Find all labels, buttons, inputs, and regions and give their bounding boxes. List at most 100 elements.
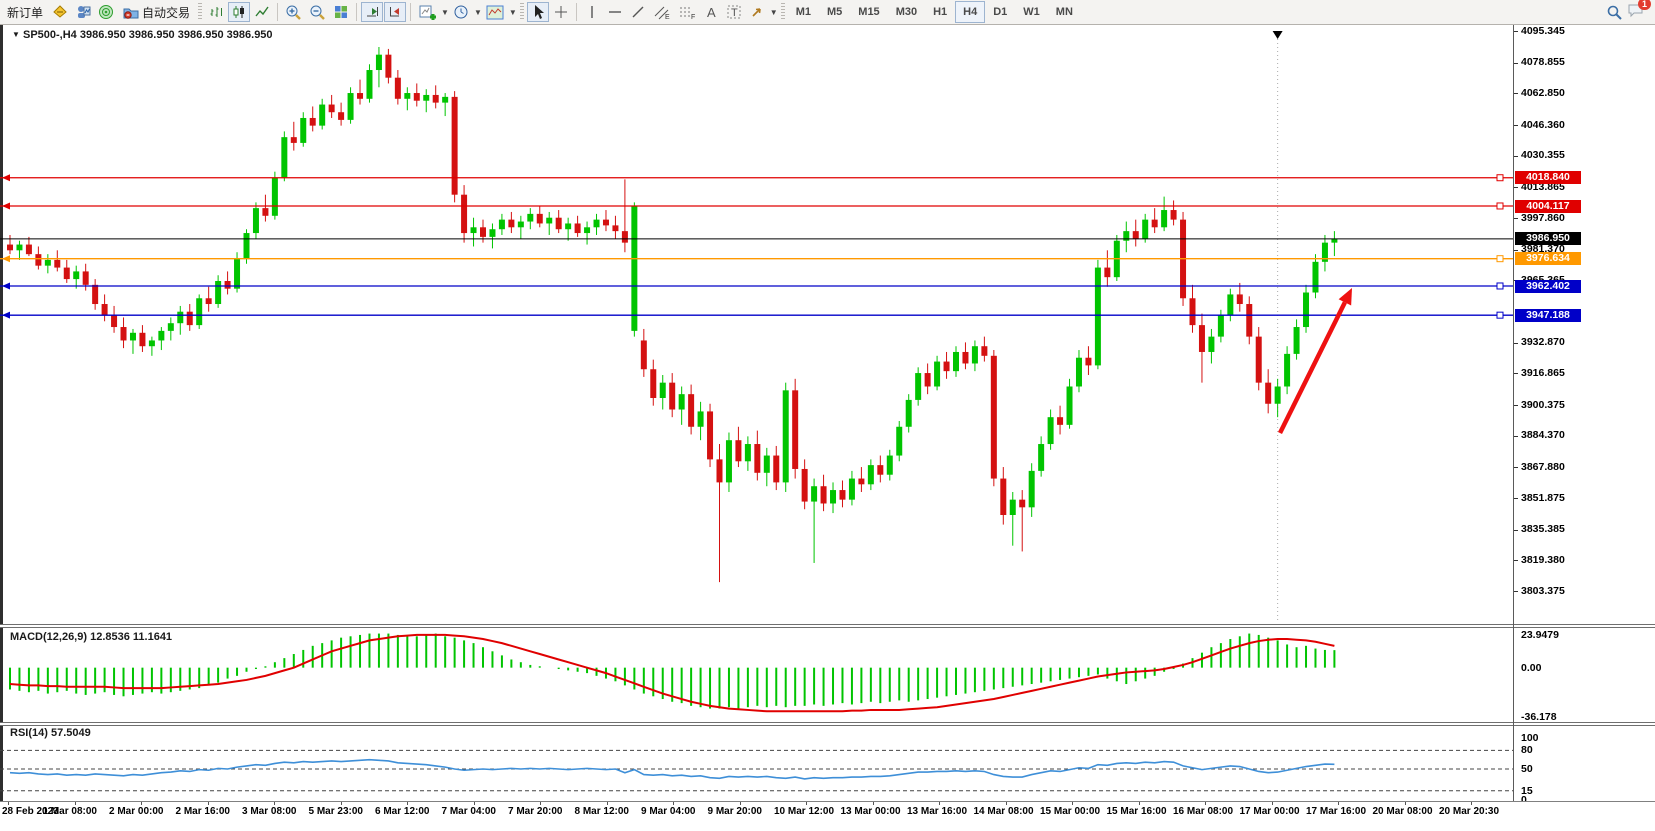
- macd-signal-line: [9, 633, 1335, 713]
- fibonacci-button[interactable]: F: [675, 2, 699, 22]
- notifications-button[interactable]: 1: [1627, 0, 1651, 23]
- price-tick-label: 3997.860: [1521, 211, 1565, 224]
- price-tick: [1514, 405, 1518, 406]
- date-label: 10 Mar 12:00: [774, 806, 835, 817]
- trend-arrow-annotation[interactable]: [1277, 288, 1352, 435]
- date-label: 20 Mar 20:30: [1439, 806, 1500, 817]
- date-tick: [806, 802, 807, 805]
- arrows-button[interactable]: [746, 2, 768, 22]
- date-tick: [141, 802, 142, 805]
- auto-scroll-button[interactable]: [361, 2, 384, 22]
- date-tick: [1471, 802, 1472, 805]
- date-label: 17 Mar 16:00: [1306, 806, 1367, 817]
- toolbar-separator: [575, 3, 577, 21]
- date-label: 16 Mar 08:00: [1173, 806, 1234, 817]
- price-axis-border: [1513, 25, 1514, 801]
- trendline-button[interactable]: [627, 2, 649, 22]
- svg-text:F: F: [691, 14, 695, 20]
- price-badge: 3962.402: [1515, 279, 1581, 293]
- date-label: 13 Mar 16:00: [907, 806, 968, 817]
- chart-shift-button[interactable]: [384, 2, 407, 22]
- date-label: 7 Mar 20:00: [508, 806, 563, 817]
- price-tick-label: 3932.870: [1521, 336, 1565, 349]
- candlestick-chart-button[interactable]: [228, 2, 251, 22]
- price-badge: 4004.117: [1515, 199, 1581, 213]
- zoom-out-button[interactable]: [306, 2, 329, 22]
- price-tick: [1514, 187, 1518, 189]
- arrows-caret[interactable]: ▼: [769, 7, 778, 17]
- rsi-axis-label: 15: [1521, 784, 1533, 797]
- window-left-frame: [0, 25, 3, 801]
- bar-chart-button[interactable]: [205, 2, 227, 22]
- date-label: 13 Mar 00:00: [840, 806, 901, 817]
- price-tick-label: 3981.370: [1521, 243, 1565, 256]
- rsi-line: [9, 758, 1335, 780]
- svg-text:T: T: [731, 7, 738, 19]
- timeframe-m1[interactable]: M1: [795, 6, 811, 18]
- chart-window[interactable]: ▼ SP500-,H4 3986.950 3986.950 3986.950 3…: [0, 25, 1655, 831]
- toolbar-grip: [519, 3, 524, 21]
- vertical-line-button[interactable]: [581, 2, 603, 22]
- price-axis[interactable]: 4095.345 4078.855 4062.850 4046.360 4030.355…: [1514, 25, 1655, 806]
- timeframe-mn[interactable]: MN: [1055, 6, 1073, 18]
- period-caret[interactable]: ▼: [473, 7, 482, 17]
- panel-divider[interactable]: [0, 624, 1655, 628]
- date-label: 17 Mar 00:00: [1239, 806, 1300, 817]
- timeframe-m15[interactable]: M15: [858, 6, 880, 18]
- date-tick: [1205, 802, 1206, 805]
- tile-windows-button[interactable]: [330, 2, 352, 22]
- macd-panel[interactable]: [0, 628, 1513, 721]
- new-order-button[interactable]: 新订单: [2, 2, 48, 22]
- price-tick: [1514, 529, 1518, 531]
- price-badge: 3986.950: [1515, 232, 1581, 246]
- date-tick: [207, 802, 209, 805]
- timeframe-m5[interactable]: M5: [827, 6, 843, 18]
- date-label: 3 Mar 08:00: [242, 806, 297, 817]
- price-tick-label: 4062.850: [1521, 86, 1565, 99]
- timeframe-d1[interactable]: D1: [993, 6, 1008, 18]
- crosshair-button[interactable]: [550, 2, 572, 22]
- chart-title: ▼ SP500-,H4 3986.950 3986.950 3986.950 3…: [12, 29, 273, 41]
- timeframe-m30[interactable]: M30: [895, 6, 918, 18]
- timeframe-h4[interactable]: H4: [955, 1, 986, 23]
- date-tick: [274, 802, 275, 805]
- market-depth-icon[interactable]: [49, 2, 71, 22]
- market-watch-icon[interactable]: [72, 2, 94, 22]
- templates-caret[interactable]: ▼: [508, 7, 517, 17]
- date-tick: [606, 802, 608, 805]
- autotrade-button[interactable]: 自动交易: [118, 2, 195, 22]
- date-tick: [1271, 802, 1273, 805]
- one-click-trading-toggle[interactable]: ▼: [12, 30, 20, 39]
- timeframe-w1[interactable]: W1: [1023, 6, 1040, 18]
- price-tick: [1514, 249, 1518, 251]
- text-label-button[interactable]: T: [723, 2, 745, 22]
- text-button[interactable]: A: [700, 2, 722, 22]
- search-icon[interactable]: [1603, 2, 1626, 22]
- new-chart-caret[interactable]: ▼: [441, 7, 449, 17]
- rsi-axis-label: 80: [1521, 744, 1533, 757]
- price-tick: [1514, 125, 1518, 126]
- date-axis[interactable]: 28 Feb 2023 1 Mar 08:00 2 Mar 00:00 2 Mar 1…: [0, 801, 1655, 831]
- chart-title-ohlc: 3986.950 3986.950 3986.950 3986.950: [79, 29, 273, 41]
- time-marker[interactable]: [1272, 31, 1283, 39]
- price-tick-label: 3884.370: [1521, 429, 1565, 442]
- equidistant-channel-button[interactable]: E: [650, 2, 674, 22]
- templates-button[interactable]: [483, 2, 507, 22]
- rsi-panel[interactable]: [0, 725, 1513, 801]
- horizontal-line-button[interactable]: [604, 2, 626, 22]
- main-chart-plot[interactable]: [0, 25, 1513, 624]
- cursor-button[interactable]: [526, 2, 549, 22]
- signals-icon[interactable]: [95, 2, 117, 22]
- price-tick-label: 4046.360: [1521, 118, 1565, 131]
- panel-divider[interactable]: [0, 722, 1655, 726]
- price-tick-label: 3819.380: [1521, 553, 1565, 566]
- new-chart-button[interactable]: [415, 2, 439, 22]
- price-tick: [1514, 155, 1518, 157]
- date-tick: [407, 802, 408, 805]
- zoom-in-button[interactable]: [282, 2, 305, 22]
- line-chart-button[interactable]: [251, 2, 273, 22]
- horizontal-lines-layer[interactable]: [0, 174, 1513, 319]
- timeframe-h1[interactable]: H1: [933, 6, 948, 18]
- period-button[interactable]: [450, 2, 472, 22]
- date-label: 2 Mar 00:00: [109, 806, 164, 817]
